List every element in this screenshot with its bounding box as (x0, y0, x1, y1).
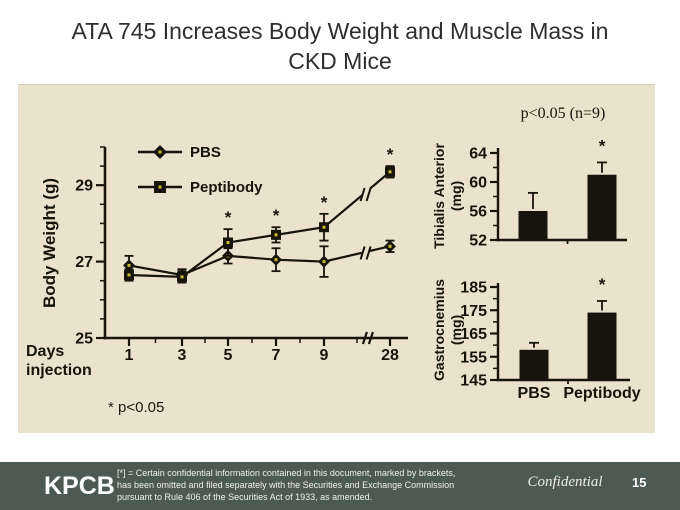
svg-text:64: 64 (469, 146, 487, 163)
svg-text:Tibialis Anterior: Tibialis Anterior (431, 143, 447, 249)
svg-text:Days: Days (26, 343, 64, 360)
svg-text:(mg): (mg) (448, 315, 464, 345)
svg-text:Gastrocnemius: Gastrocnemius (431, 279, 447, 381)
svg-text:p<0.05 (n=9): p<0.05 (n=9) (521, 105, 606, 122)
svg-text:3: 3 (178, 347, 187, 364)
svg-text:185: 185 (460, 280, 487, 297)
svg-text:56: 56 (469, 204, 487, 221)
page-number: 15 (632, 475, 647, 490)
svg-text:5: 5 (224, 347, 233, 364)
svg-text:175: 175 (460, 303, 487, 320)
svg-text:(mg): (mg) (448, 181, 464, 211)
disclaimer-line: pursuant to Rule 406 of the Securities A… (117, 492, 373, 502)
slide-title-line1: ATA 745 Increases Body Weight and Muscle… (71, 18, 609, 44)
confidential-label: Confidential (527, 474, 603, 490)
svg-text:52: 52 (469, 233, 487, 250)
svg-text:60: 60 (469, 175, 487, 192)
gastrocnemius-bar-chart: 145 155 165 175 185 PBS * Peptibody Gastrocnemiu… (431, 275, 641, 402)
kpcb-logo: KPCB (44, 472, 115, 500)
svg-text:28: 28 (381, 347, 399, 364)
disclaimer-line: [*] = Certain confidential information c… (117, 468, 456, 478)
svg-text:*: * (273, 206, 280, 225)
footer-disclaimer: [*] = Certain confidential information c… (117, 467, 509, 503)
slide-title-line2: CKD Mice (288, 48, 392, 74)
svg-text:*: * (225, 208, 232, 227)
svg-text:Body Weight (g): Body Weight (g) (40, 178, 59, 308)
body-weight-line-chart: 25 27 29 1 3 5 7 9 28 * * * * PBS Peptibody Body Weight… (26, 144, 408, 379)
svg-text:29: 29 (75, 178, 93, 195)
svg-text:PBS: PBS (190, 144, 221, 161)
svg-text:27: 27 (75, 254, 93, 271)
svg-text:*: * (599, 275, 606, 294)
footer-bar: KPCB [*] = Certain confidential informat… (0, 462, 680, 510)
svg-text:Peptibody: Peptibody (563, 385, 640, 402)
svg-text:*: * (599, 136, 606, 155)
svg-text:165: 165 (460, 326, 487, 343)
svg-text:145: 145 (460, 373, 487, 390)
svg-text:9: 9 (320, 347, 329, 364)
svg-text:Peptibody: Peptibody (190, 179, 263, 196)
svg-text:155: 155 (460, 349, 487, 366)
tibialis-anterior-bar-chart: 52 56 60 64 * p<0.05 (n=9) Tibialis Anterior (m… (431, 105, 627, 250)
svg-text:25: 25 (75, 331, 93, 348)
svg-text:*: * (387, 145, 394, 164)
slide-title: ATA 745 Increases Body Weight and Muscle… (0, 16, 680, 76)
svg-text:1: 1 (125, 347, 134, 364)
svg-text:*: * (321, 193, 328, 212)
significance-footnote: * p<0.05 (108, 399, 165, 416)
svg-text:injection: injection (26, 362, 92, 379)
svg-text:7: 7 (272, 347, 281, 364)
disclaimer-line: has been omitted and filed separately wi… (117, 480, 455, 490)
svg-text:PBS: PBS (518, 385, 551, 402)
